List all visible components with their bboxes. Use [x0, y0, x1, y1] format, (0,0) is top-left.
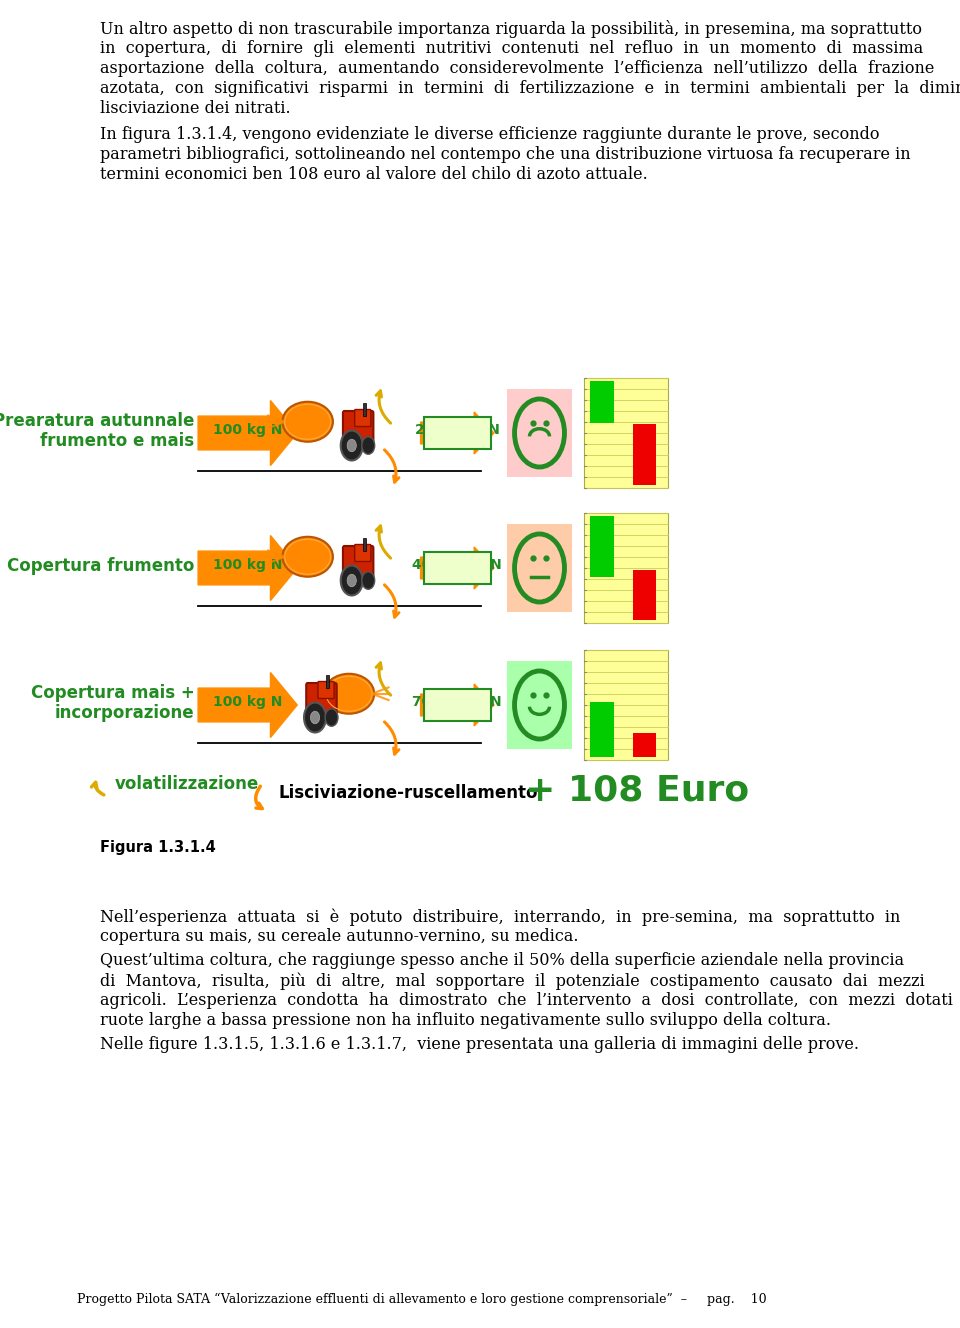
Bar [590, 701, 614, 757]
Text: Nell’esperienza  attuata  si  è  potuto  distribuire,  interrando,  in  pre-semi: Nell’esperienza attuata si è potuto dist… [101, 908, 900, 926]
Bar [590, 517, 614, 576]
Text: Progetto Pilota SATA “Valorizzazione effluenti di allevamento e loro gestione co: Progetto Pilota SATA “Valorizzazione eff… [77, 1292, 767, 1305]
Text: In figura 1.3.1.4, vengono evidenziate le diverse efficienze raggiunte durante l: In figura 1.3.1.4, vengono evidenziate l… [101, 126, 880, 143]
Text: 100 kg N: 100 kg N [212, 424, 282, 437]
Bar [590, 381, 614, 424]
Text: lisciviazione dei nitrati.: lisciviazione dei nitrati. [101, 100, 291, 117]
Circle shape [362, 572, 374, 590]
FancyBboxPatch shape [507, 389, 572, 477]
Circle shape [341, 566, 363, 595]
Text: 100 kg N: 100 kg N [212, 558, 282, 572]
Text: 100 kg N: 100 kg N [212, 695, 282, 709]
Text: Nelle figure 1.3.1.5, 1.3.1.6 e 1.3.1.7,  viene presentata una galleria di immag: Nelle figure 1.3.1.5, 1.3.1.6 e 1.3.1.7,… [101, 1036, 859, 1053]
FancyBboxPatch shape [306, 683, 337, 717]
Text: copertura su mais, su cereale autunno-vernino, su medica.: copertura su mais, su cereale autunno-ve… [101, 928, 579, 946]
Bar [363, 402, 366, 416]
Polygon shape [198, 535, 298, 600]
Text: parametri bibliografici, sottolineando nel contempo che una distribuzione virtuo: parametri bibliografici, sottolineando n… [101, 146, 911, 163]
Text: Copertura mais +: Copertura mais + [31, 684, 195, 703]
Bar [633, 733, 657, 757]
Text: frumento e mais: frumento e mais [40, 432, 195, 450]
Text: + 108 Euro: + 108 Euro [525, 773, 749, 807]
FancyBboxPatch shape [507, 661, 572, 749]
FancyBboxPatch shape [343, 546, 373, 580]
FancyBboxPatch shape [318, 681, 334, 699]
FancyBboxPatch shape [507, 523, 572, 612]
FancyBboxPatch shape [584, 649, 668, 760]
Text: 40- 50 kg N: 40- 50 kg N [413, 558, 502, 572]
Text: 70- 75 kg N: 70- 75 kg N [413, 695, 502, 709]
Circle shape [348, 440, 356, 452]
Bar [633, 570, 657, 620]
Text: in  copertura,  di  fornire  gli  elementi  nutritivi  contenuti  nel  refluo  i: in copertura, di fornire gli elementi nu… [101, 40, 924, 57]
Text: 25-30 kg N: 25-30 kg N [415, 424, 500, 437]
Ellipse shape [324, 673, 374, 713]
Text: Lisciviazione-ruscellamento: Lisciviazione-ruscellamento [278, 784, 538, 802]
Text: volatilizzazione: volatilizzazione [115, 776, 259, 793]
Circle shape [310, 712, 320, 724]
Polygon shape [420, 412, 494, 454]
Text: Un altro aspetto di non trascurabile importanza riguarda la possibilità, in pres: Un altro aspetto di non trascurabile imp… [101, 20, 923, 39]
Ellipse shape [282, 402, 333, 442]
Text: asportazione  della  coltura,  aumentando  considerevolmente  l’efficienza  nell: asportazione della coltura, aumentando c… [101, 60, 935, 77]
Bar [633, 424, 657, 485]
Text: incorporazione: incorporazione [55, 704, 195, 722]
FancyBboxPatch shape [584, 378, 668, 487]
Bar [363, 538, 366, 551]
Bar [326, 675, 328, 688]
Text: termini economici ben 108 euro al valore del chilo di azoto attuale.: termini economici ben 108 euro al valore… [101, 166, 648, 183]
Polygon shape [198, 401, 298, 466]
Polygon shape [420, 547, 494, 590]
FancyBboxPatch shape [354, 409, 371, 426]
Text: Prearatura autunnale: Prearatura autunnale [0, 412, 195, 430]
FancyBboxPatch shape [584, 513, 668, 623]
FancyBboxPatch shape [423, 417, 492, 449]
Text: Quest’ultima coltura, che raggiunge spesso anche il 50% della superficie azienda: Quest’ultima coltura, che raggiunge spes… [101, 952, 904, 969]
Circle shape [325, 709, 338, 726]
Circle shape [362, 437, 374, 454]
Text: Copertura frumento: Copertura frumento [7, 556, 195, 575]
Text: agricoli.  L’esperienza  condotta  ha  dimostrato  che  l’intervento  a  dosi  c: agricoli. L’esperienza condotta ha dimos… [101, 992, 960, 1009]
Circle shape [348, 574, 356, 587]
Text: ruote larghe a bassa pressione non ha influito negativamente sullo sviluppo dell: ruote larghe a bassa pressione non ha in… [101, 1012, 831, 1029]
Text: azotata,  con  significativi  risparmi  in  termini  di  fertilizzazione  e  in : azotata, con significativi risparmi in t… [101, 80, 960, 97]
FancyBboxPatch shape [354, 544, 371, 562]
FancyBboxPatch shape [423, 689, 492, 721]
Circle shape [341, 430, 363, 461]
Text: di  Mantova,  risulta,  più  di  altre,  mal  sopportare  il  potenziale  costip: di Mantova, risulta, più di altre, mal s… [101, 972, 925, 989]
Text: Figura 1.3.1.4: Figura 1.3.1.4 [101, 841, 216, 855]
FancyBboxPatch shape [423, 552, 492, 584]
FancyBboxPatch shape [343, 410, 373, 445]
Polygon shape [198, 672, 298, 737]
Circle shape [304, 703, 326, 733]
Ellipse shape [282, 537, 333, 576]
Polygon shape [420, 684, 494, 726]
